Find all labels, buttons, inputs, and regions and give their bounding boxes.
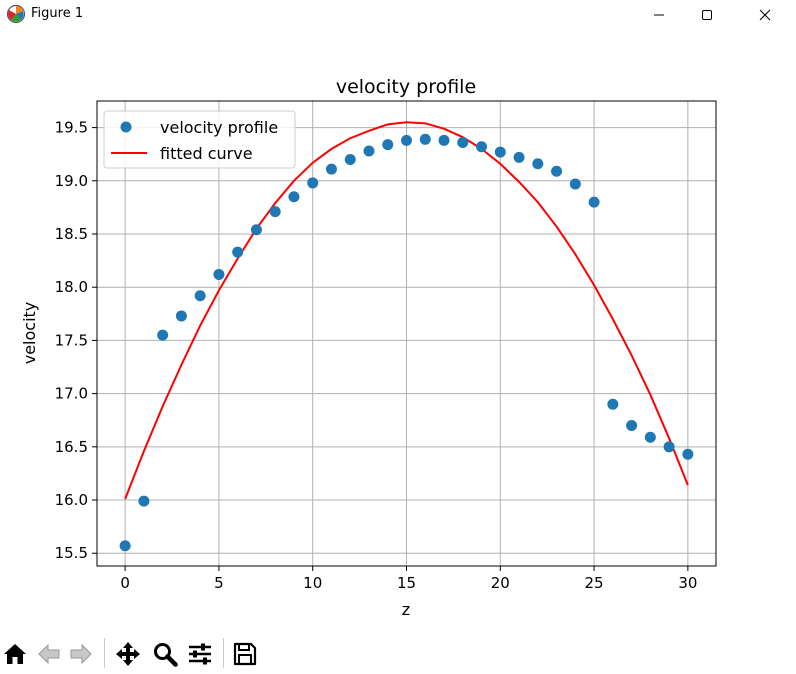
scatter-point xyxy=(626,420,638,432)
x-tick-label: 15 xyxy=(397,574,416,592)
scatter-point xyxy=(419,133,431,145)
scatter-point xyxy=(532,158,544,170)
y-tick-label: 19.5 xyxy=(55,119,88,137)
scatter-point xyxy=(513,151,525,163)
scatter-point xyxy=(682,448,694,460)
scatter-point xyxy=(588,196,600,208)
y-tick-label: 15.5 xyxy=(55,544,88,562)
grid xyxy=(97,101,716,566)
scatter-point xyxy=(325,163,337,175)
scatter-point xyxy=(232,246,244,258)
back-button[interactable] xyxy=(35,640,63,668)
legend-box xyxy=(103,110,296,169)
forward-icon xyxy=(70,643,92,665)
scatter-point xyxy=(457,136,469,148)
legend-label-fitted-curve: fitted curve xyxy=(160,144,253,163)
save-button[interactable] xyxy=(231,640,259,668)
close-icon xyxy=(759,9,771,21)
configure-subplots-button[interactable] xyxy=(186,640,214,668)
save-icon xyxy=(233,642,257,666)
scatter-point xyxy=(138,495,150,507)
window-title: Figure 1 xyxy=(31,6,84,21)
chart-title: velocity profile xyxy=(336,76,476,98)
scatter-point xyxy=(288,191,300,203)
x-axis-label: z xyxy=(402,600,410,619)
legend-label-velocity-profile: velocity profile xyxy=(160,118,278,137)
legend-marker-scatter xyxy=(120,121,132,133)
x-tick-label: 5 xyxy=(214,574,224,592)
chart: 0 5 10 15 20 25 30 15.5 16.0 16.5 17.0 17.5 18.0 18.5… xyxy=(20,76,717,619)
matplotlib-icon xyxy=(6,4,26,24)
scatter-point xyxy=(438,134,450,146)
pan-button[interactable] xyxy=(114,640,142,668)
scatter-point xyxy=(494,146,506,158)
scatter-point xyxy=(175,310,187,322)
scatter-point xyxy=(307,177,319,189)
maximize-icon xyxy=(702,10,712,20)
navigation-toolbar xyxy=(0,634,796,674)
toolbar-separator xyxy=(104,638,105,668)
x-tick-label: 0 xyxy=(120,574,130,592)
scatter-point xyxy=(119,540,131,552)
back-icon xyxy=(38,643,60,665)
scatter-point xyxy=(382,139,394,151)
y-tick-label: 19.0 xyxy=(55,172,88,190)
y-axis-label: velocity xyxy=(20,302,39,365)
scatter-point xyxy=(157,329,169,341)
plot-series xyxy=(119,121,694,552)
scatter-point xyxy=(269,206,281,218)
scatter-point xyxy=(663,441,675,453)
home-button[interactable] xyxy=(1,640,29,668)
fitted-curve-line xyxy=(124,121,689,500)
scatter-point xyxy=(363,145,375,157)
scatter-point xyxy=(344,154,356,166)
window-titlebar: Figure 1 xyxy=(0,0,796,30)
pan-icon xyxy=(116,642,140,666)
y-tick-label: 18.0 xyxy=(55,278,88,296)
scatter-point xyxy=(607,398,619,410)
y-tick-label: 17.5 xyxy=(55,331,88,349)
maximize-button[interactable] xyxy=(684,0,730,30)
scatter-point xyxy=(250,224,262,236)
figure-canvas[interactable]: 0 5 10 15 20 25 30 15.5 16.0 16.5 17.0 17.5 18.0 18.5… xyxy=(0,30,796,634)
minimize-icon xyxy=(654,14,664,16)
scatter-point xyxy=(644,431,656,443)
legend: velocity profile fitted curve xyxy=(103,110,296,169)
scatter-point xyxy=(401,134,412,146)
configure-subplots-icon xyxy=(189,643,211,665)
scatter-point xyxy=(213,268,225,280)
zoom-icon xyxy=(154,643,178,667)
minimize-button[interactable] xyxy=(636,0,682,30)
scatter-point xyxy=(476,141,488,153)
forward-button[interactable] xyxy=(67,640,95,668)
axis-ticks: 0 5 10 15 20 25 30 15.5 16.0 16.5 17.0 17.5 18.0 18.5… xyxy=(55,119,698,592)
scatter-point xyxy=(569,178,581,190)
y-tick-label: 16.5 xyxy=(55,438,88,456)
x-tick-label: 20 xyxy=(491,574,510,592)
y-tick-label: 17.0 xyxy=(55,385,88,403)
zoom-button[interactable] xyxy=(151,640,179,668)
toolbar-separator xyxy=(223,638,224,668)
x-tick-label: 10 xyxy=(303,574,322,592)
x-tick-label: 25 xyxy=(585,574,604,592)
y-tick-label: 16.0 xyxy=(55,491,88,509)
scatter-point xyxy=(551,165,563,177)
home-icon xyxy=(4,644,26,664)
y-tick-label: 18.5 xyxy=(55,225,88,243)
x-tick-label: 30 xyxy=(678,574,697,592)
scatter-point xyxy=(194,290,206,302)
close-button[interactable] xyxy=(742,0,788,30)
